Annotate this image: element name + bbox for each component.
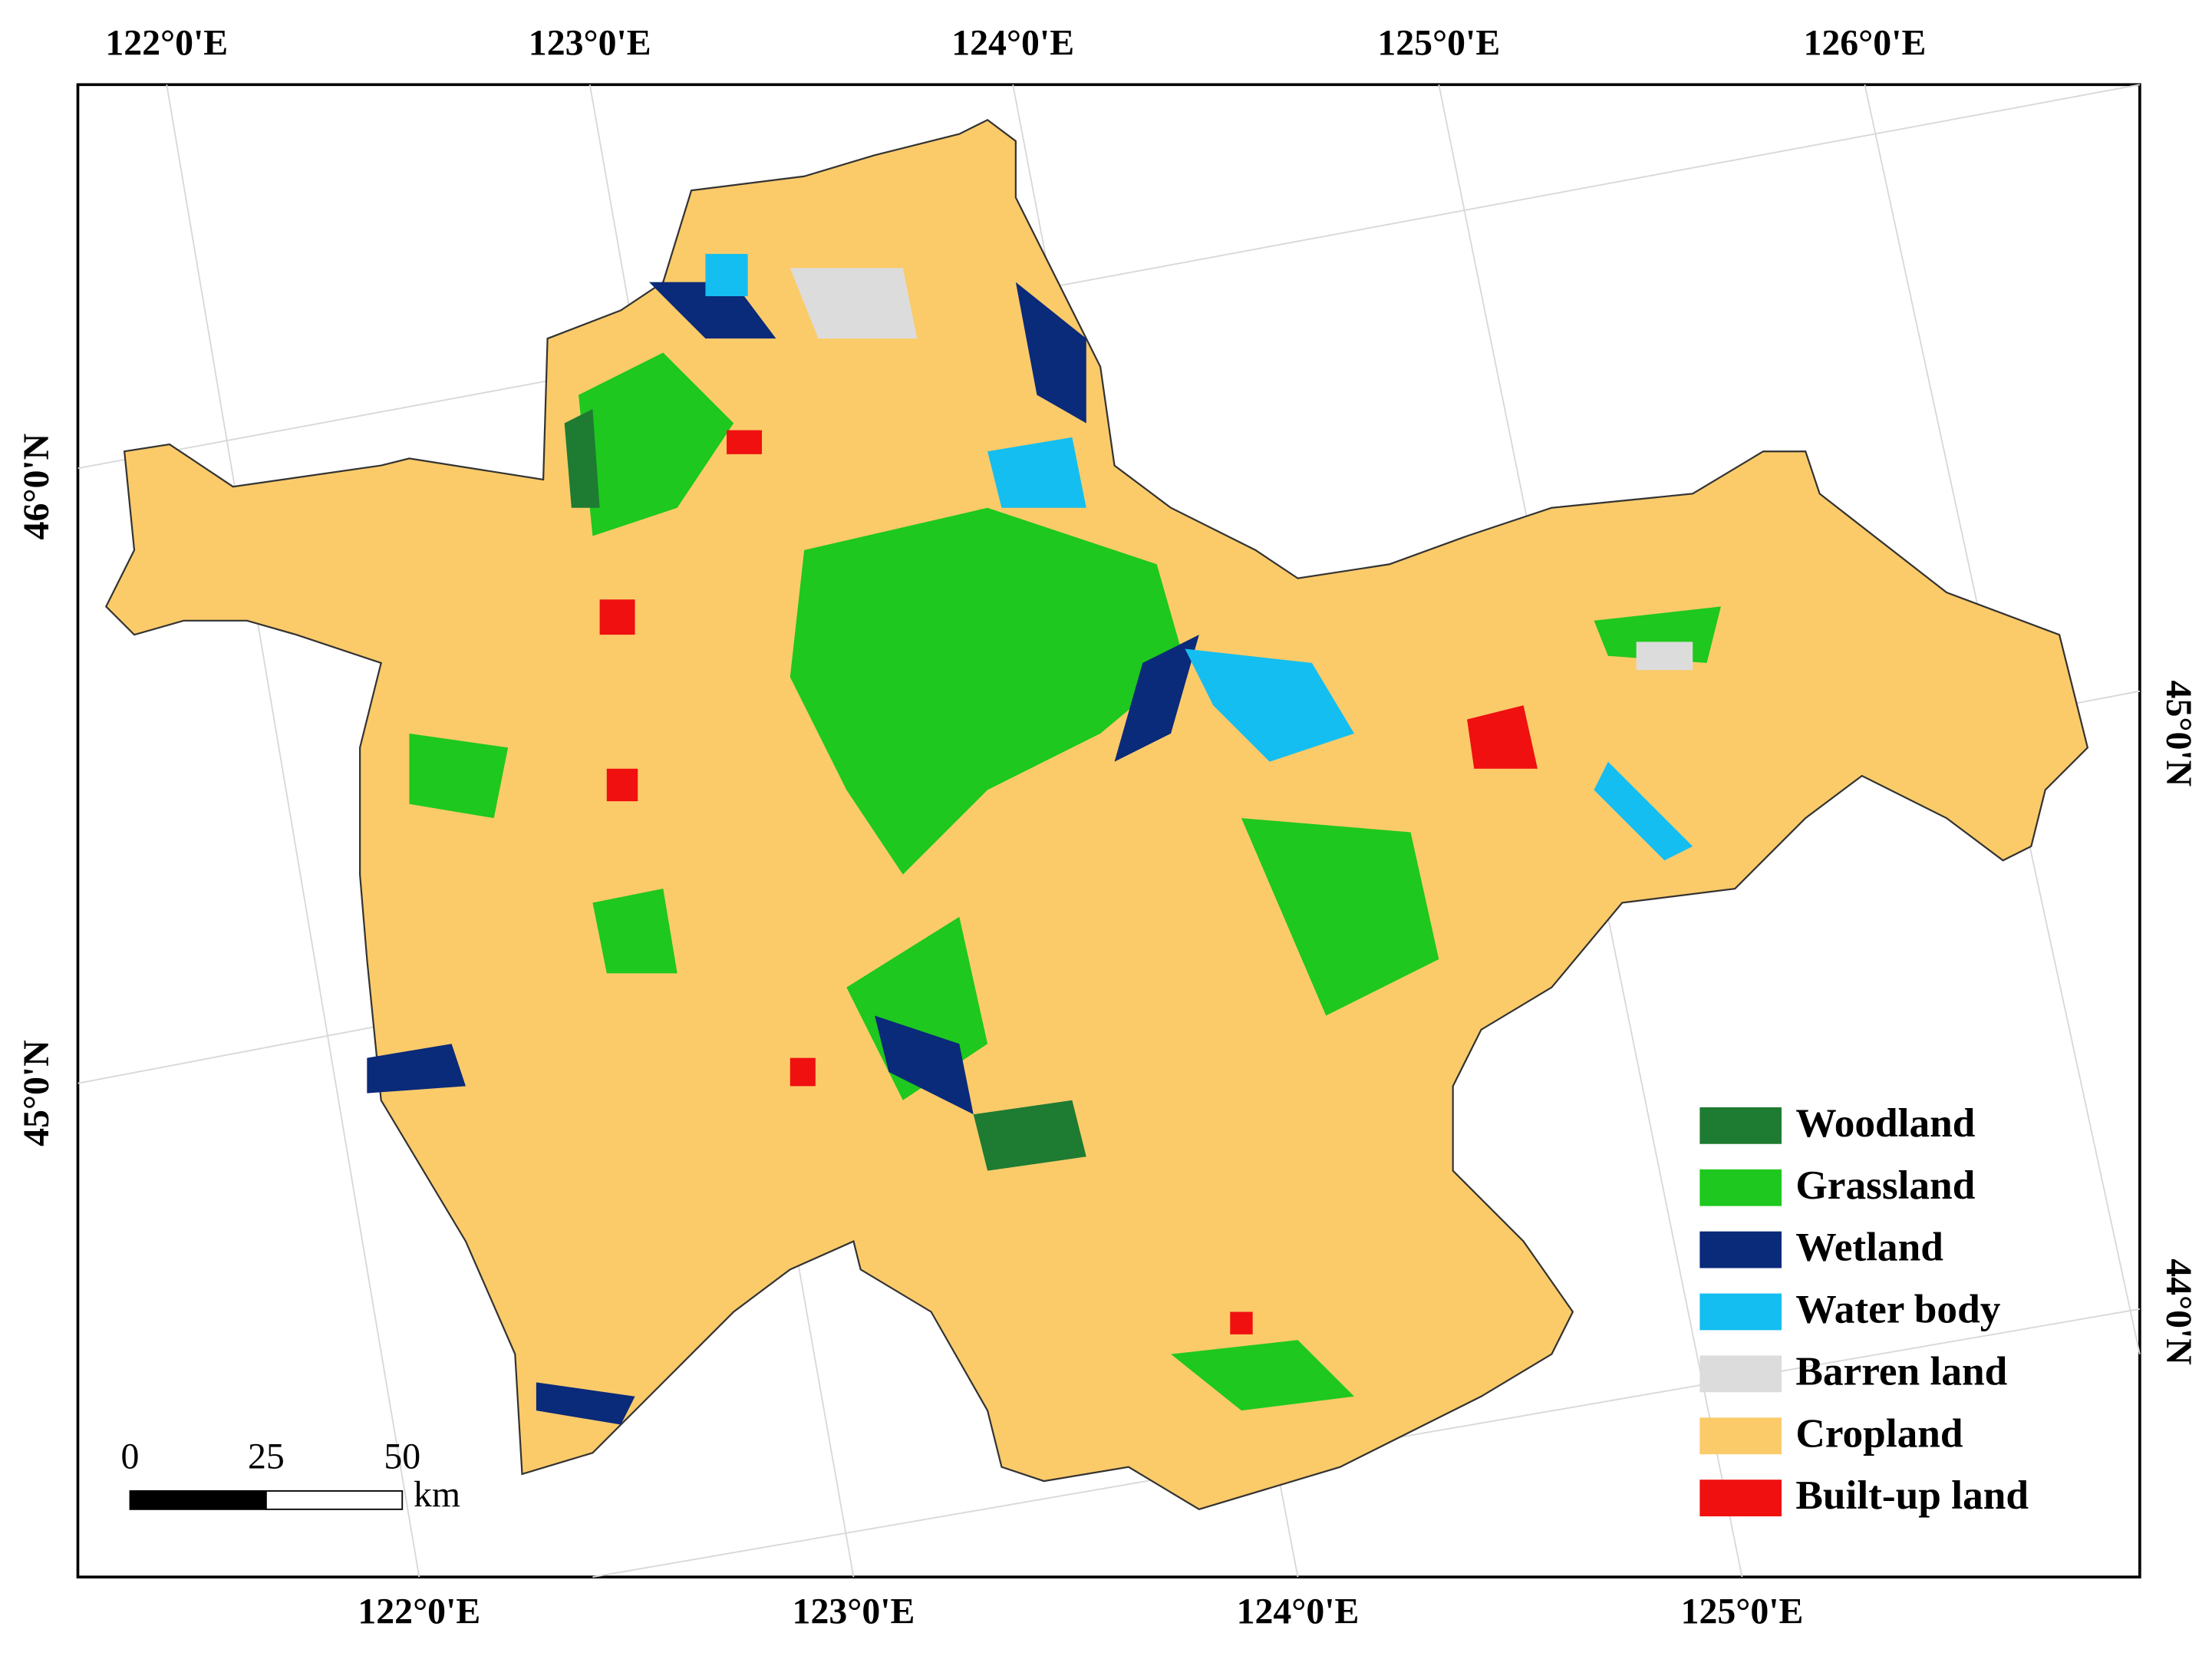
- land-cover-patch: [536, 1382, 635, 1425]
- longitude-label: 125°0'E: [1377, 23, 1500, 64]
- legend-label: Barren land: [1795, 1348, 2007, 1394]
- legend-label: Wetland: [1795, 1225, 1943, 1270]
- land-cover-patch: [599, 599, 635, 635]
- land-cover-patch: [1467, 705, 1538, 769]
- legend-swatch: [1699, 1293, 1782, 1331]
- latitude-label: 45°0'N: [16, 1040, 57, 1146]
- land-cover-patch: [1015, 282, 1086, 424]
- land-cover-patch: [592, 889, 677, 974]
- legend-label: Grassland: [1795, 1163, 1975, 1208]
- land-cover-patch: [606, 768, 638, 802]
- land-cover-patch: [367, 1044, 466, 1094]
- legend-swatch: [1699, 1169, 1782, 1206]
- legend: Woodland Grassland Wetland Water body Barren…: [1699, 1100, 2029, 1518]
- land-cover-patch: [579, 352, 734, 536]
- land-cover-patch: [1594, 761, 1693, 861]
- land-cover-patch: [790, 1057, 816, 1087]
- scale-segment: [265, 1490, 404, 1510]
- legend-swatch: [1699, 1417, 1782, 1455]
- legend-swatch: [1699, 1480, 1782, 1517]
- land-cover-patch: [1241, 818, 1439, 1016]
- coordinate-labels: 122°0'E 123°0'E 124°0'E 125°0'E 126°0'E 122°0…: [16, 23, 2199, 1632]
- latitude-label: 46°0'N: [16, 434, 57, 540]
- land-cover-patch: [564, 409, 600, 508]
- scale-tick-label: 25: [248, 1436, 285, 1476]
- land-cover-patch: [1636, 642, 1693, 671]
- land-cover-patch: [1114, 635, 1199, 762]
- legend-label: Cropland: [1795, 1410, 1963, 1456]
- longitude-label: 125°0'E: [1681, 1592, 1804, 1632]
- land-cover-patch: [973, 1100, 1086, 1171]
- legend-swatch: [1699, 1107, 1782, 1144]
- legend-label: Woodland: [1795, 1100, 1975, 1146]
- longitude-label: 124°0'E: [951, 23, 1074, 64]
- legend-swatch: [1699, 1231, 1782, 1268]
- land-cover-patch: [1171, 1340, 1355, 1411]
- land-cover-patch: [875, 1015, 974, 1115]
- land-cover-patch: [790, 268, 918, 339]
- land-cover-patch: [1185, 648, 1355, 762]
- land-cover-patch: [727, 430, 762, 454]
- longitude-label: 124°0'E: [1237, 1592, 1360, 1632]
- land-cover-patch: [409, 733, 509, 819]
- longitude-label: 126°0'E: [1804, 23, 1927, 64]
- longitude-label: 123°0'E: [793, 1592, 915, 1632]
- scale-segment: [129, 1490, 267, 1510]
- legend-label: Water body: [1795, 1287, 2000, 1332]
- longitude-label: 122°0'E: [358, 1592, 480, 1632]
- land-cover-patch: [987, 437, 1086, 508]
- scale-tick-label: 50: [384, 1436, 420, 1476]
- scale-tick-label: 0: [121, 1436, 140, 1476]
- land-cover-patch: [1230, 1311, 1253, 1334]
- land-cover-patch: [790, 507, 1185, 875]
- latitude-label: 45°0'N: [2158, 681, 2199, 787]
- legend-swatch: [1699, 1355, 1782, 1393]
- scale-unit: km: [414, 1474, 460, 1515]
- land-cover: [104, 118, 2089, 1511]
- legend-label: Built-up land: [1795, 1473, 2029, 1518]
- longitude-label: 122°0'E: [105, 23, 228, 64]
- latitude-label: 44°0'N: [2158, 1258, 2199, 1365]
- longitude-label: 123°0'E: [529, 23, 651, 64]
- land-cover-patch: [705, 253, 748, 297]
